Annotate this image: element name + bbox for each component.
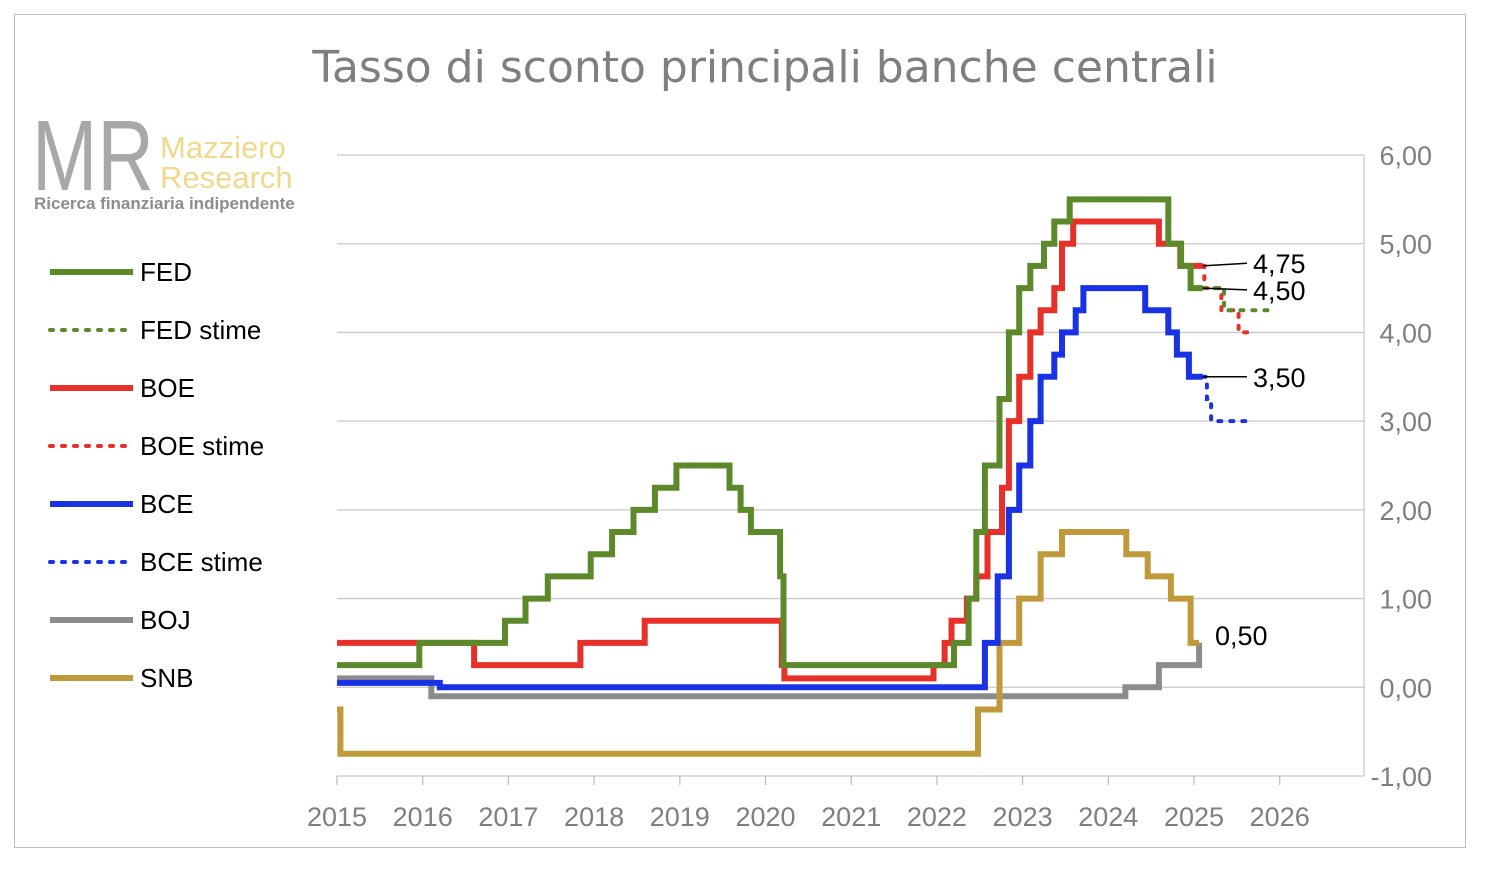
y-tick-label: 3,00 xyxy=(1379,407,1432,437)
legend-label: BOE xyxy=(140,373,195,403)
logo-tagline: Ricerca finanziaria indipendente xyxy=(34,194,295,213)
series-snb xyxy=(337,529,1200,757)
y-tick-label: 1,00 xyxy=(1379,585,1432,615)
chart-frame xyxy=(14,14,1466,848)
series-boe xyxy=(337,218,1203,682)
legend-label: FED xyxy=(140,257,192,287)
y-tick-label: 5,00 xyxy=(1379,230,1432,260)
series-fed xyxy=(337,196,1203,669)
x-tick-label: 2019 xyxy=(650,802,710,832)
legend-label: BOE stime xyxy=(140,431,264,461)
series-bce-stime xyxy=(1200,374,1250,424)
x-tick-label: 2018 xyxy=(564,802,624,832)
series-bce xyxy=(337,285,1203,691)
legend-label: BOJ xyxy=(140,605,191,635)
annotation-leader xyxy=(1202,287,1248,291)
chart-title: Tasso di sconto principali banche centra… xyxy=(312,42,1218,93)
x-tick-label: 2021 xyxy=(821,802,881,832)
x-tick-label: 2026 xyxy=(1250,802,1310,832)
logo-word-2: Research xyxy=(160,160,293,195)
x-tick-label: 2020 xyxy=(735,802,795,832)
annotation-leader xyxy=(1202,262,1248,267)
logo-word-1: Mazziero xyxy=(160,130,286,165)
legend-label: BCE xyxy=(140,489,193,519)
x-tick-label: 2025 xyxy=(1164,802,1224,832)
x-tick-label: 2015 xyxy=(307,802,367,832)
y-tick-label: 6,00 xyxy=(1379,141,1432,171)
logo-mark-text: MR xyxy=(32,110,154,194)
legend-label: SNB xyxy=(140,663,193,693)
y-tick-label: 4,00 xyxy=(1379,318,1432,348)
x-tick-label: 2024 xyxy=(1078,802,1138,832)
mr-logo-mark: MR xyxy=(32,100,154,212)
x-tick-label: 2017 xyxy=(478,802,538,832)
series-boe-stime xyxy=(1200,263,1250,335)
x-tick-label: 2023 xyxy=(993,802,1053,832)
x-tick-label: 2016 xyxy=(393,802,453,832)
annotation-label: 0,50 xyxy=(1215,621,1268,651)
legend-label: BCE stime xyxy=(140,547,263,577)
y-tick-label: 0,00 xyxy=(1379,673,1432,703)
y-tick-label: -1,00 xyxy=(1370,762,1432,792)
annotation-label: 4,75 xyxy=(1253,249,1306,279)
annotation-label: 4,50 xyxy=(1253,276,1306,306)
legend-label: FED stime xyxy=(140,315,261,345)
x-tick-label: 2022 xyxy=(907,802,967,832)
logo: MR Mazziero Research Ricerca finanziaria… xyxy=(32,100,322,220)
y-tick-label: 2,00 xyxy=(1379,496,1432,526)
annotation-label: 3,50 xyxy=(1253,363,1306,393)
